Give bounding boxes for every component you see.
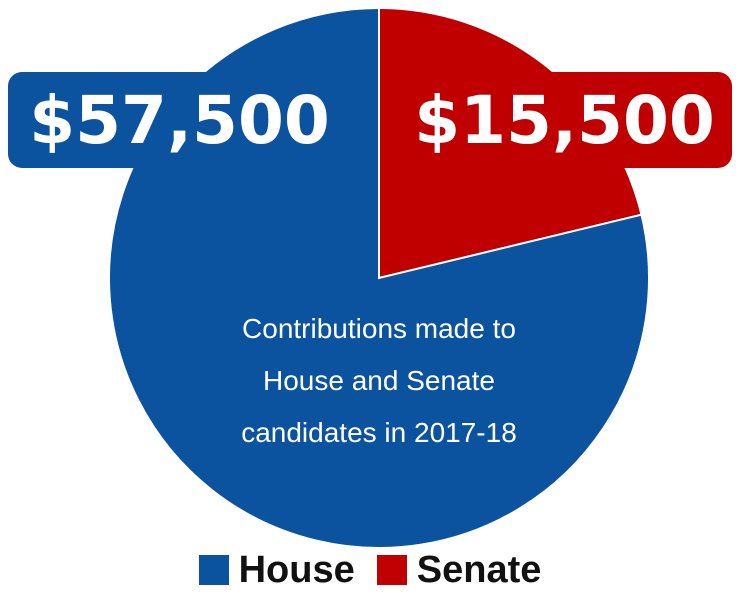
- legend-swatch-house: [198, 555, 229, 585]
- chart-center-text: Contributions made to House and Senate can…: [241, 313, 517, 448]
- legend-label-house: House: [238, 549, 355, 591]
- legend-label-senate: Senate: [416, 549, 542, 591]
- value-label-house: $57,500: [29, 82, 330, 159]
- value-label-senate: $15,500: [414, 82, 715, 159]
- legend: House Senate: [0, 548, 740, 592]
- value-label-box-house: [8, 72, 351, 168]
- value-label-box-senate: [397, 72, 732, 168]
- legend-swatch-senate: [376, 555, 407, 585]
- center-text-line: House and Senate: [263, 365, 495, 396]
- value-labels: $57,500 $15,500: [8, 72, 732, 168]
- legend-item-house: House: [198, 549, 355, 591]
- center-text-line: Contributions made to: [242, 313, 516, 344]
- center-text-line: candidates in 2017-18: [241, 417, 517, 448]
- legend-item-senate: Senate: [376, 549, 542, 591]
